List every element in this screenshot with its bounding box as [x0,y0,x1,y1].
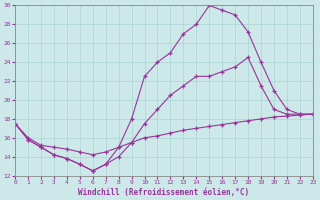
X-axis label: Windchill (Refroidissement éolien,°C): Windchill (Refroidissement éolien,°C) [78,188,250,197]
